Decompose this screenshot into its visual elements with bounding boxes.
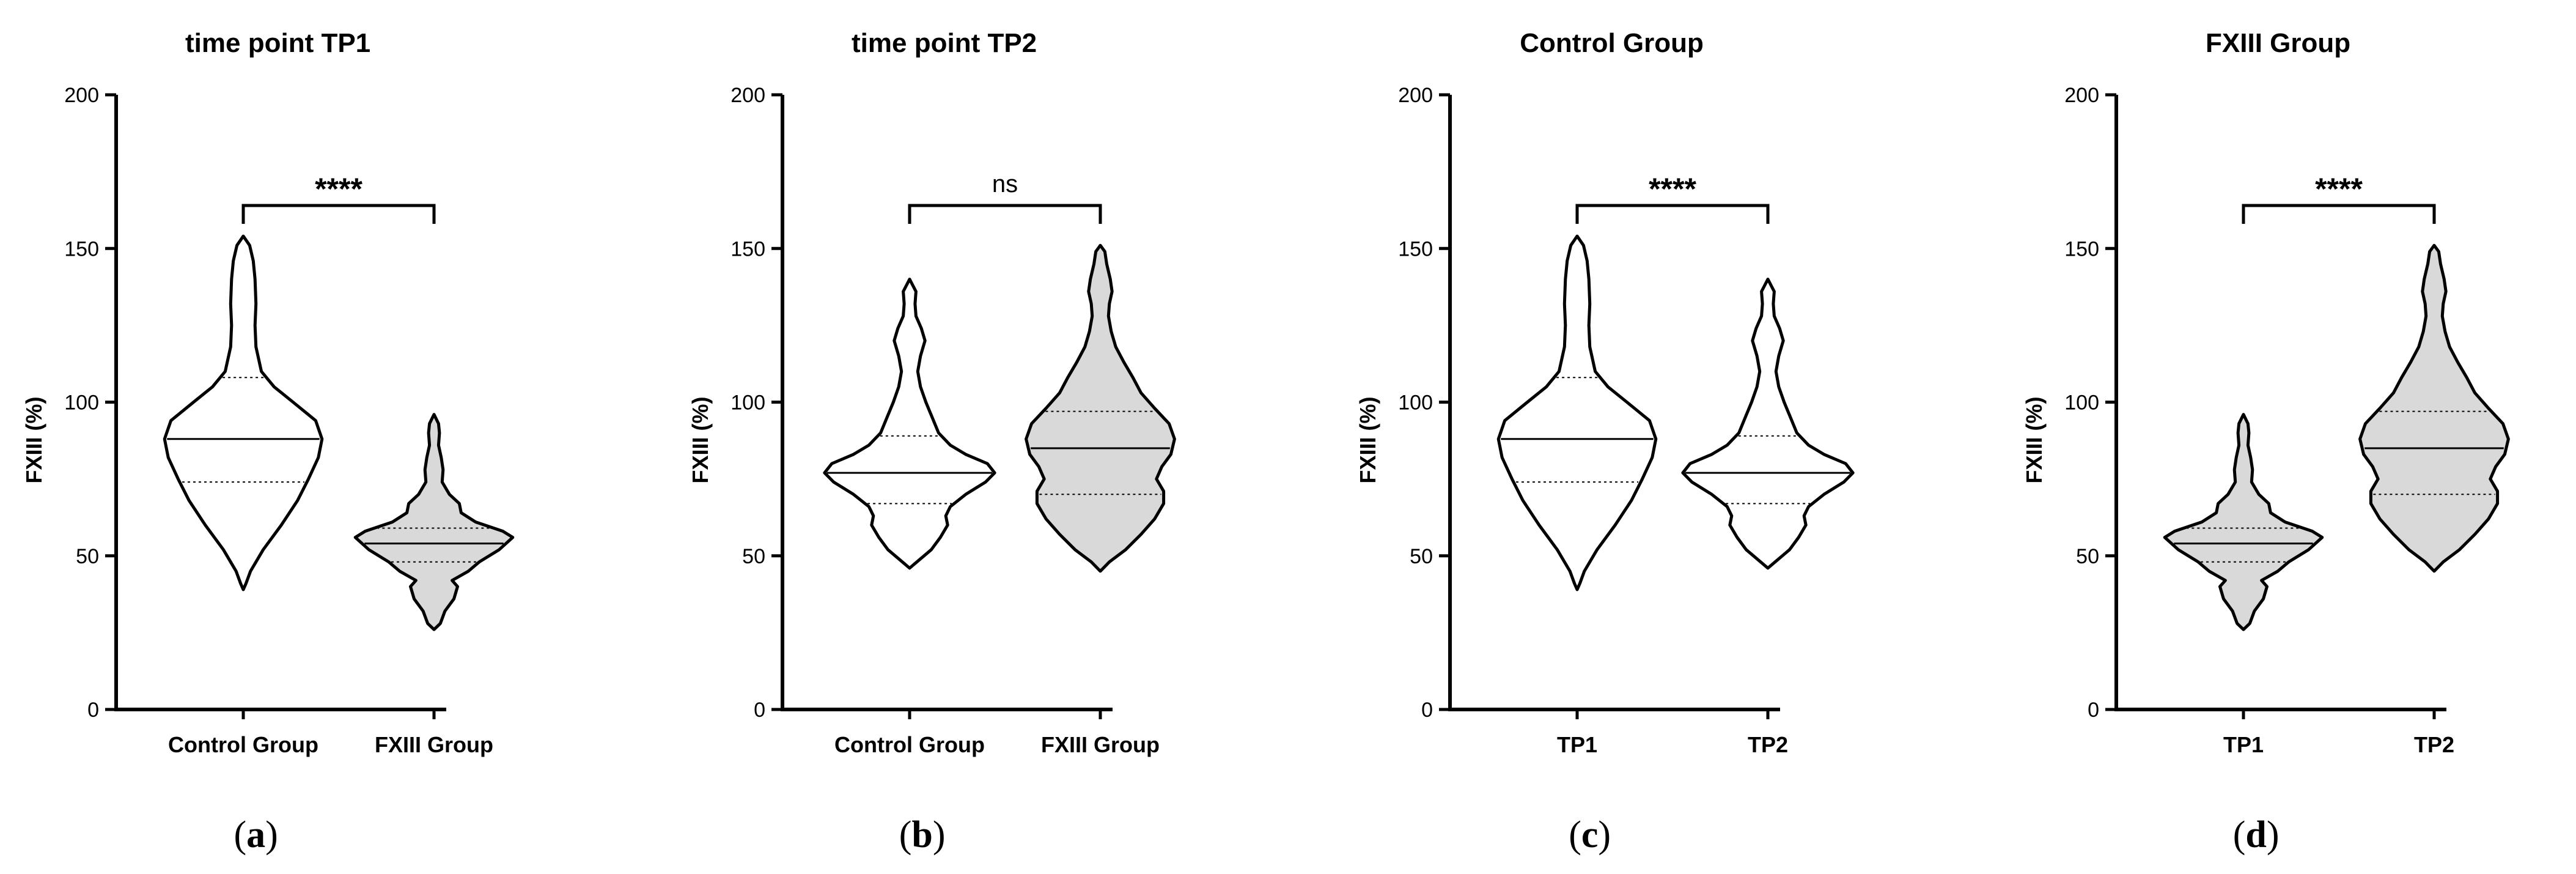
y-tick-label: 0 xyxy=(2088,698,2099,722)
y-axis-label: FXIII (%) xyxy=(21,397,46,484)
y-tick-label: 50 xyxy=(2076,545,2099,568)
y-axis-label: FXIII (%) xyxy=(2022,397,2047,484)
significance-bracket xyxy=(241,204,436,224)
y-tick-label: 150 xyxy=(64,237,99,261)
violin-body xyxy=(1025,243,1176,573)
panel-a: time point TP1 0 50 100 150 200 FXIII (%) Contr… xyxy=(21,28,515,856)
y-tick-label: 0 xyxy=(1421,698,1433,722)
y-tick-label: 150 xyxy=(2064,237,2099,261)
significance-bracket xyxy=(908,204,1102,224)
y-tick-label: 100 xyxy=(2064,391,2099,415)
y-tick-label: 50 xyxy=(742,545,765,568)
y-tick-label: 150 xyxy=(1398,237,1433,261)
panel-letter: (b) xyxy=(899,814,946,856)
panel-letter: (c) xyxy=(1569,814,1611,856)
violin-body xyxy=(1496,234,1658,591)
y-axis-label: FXIII (%) xyxy=(1355,397,1380,484)
x-tick-label: TP2 xyxy=(2414,732,2454,757)
panel-b: time point TP2 0 50 100 150 200 FXIII (%) Contr… xyxy=(688,28,1176,856)
panel-title: time point TP2 xyxy=(852,28,1037,58)
x-tick-label: TP2 xyxy=(1748,732,1788,757)
panel-title: FXIII Group xyxy=(2206,28,2350,58)
y-axis-label: FXIII (%) xyxy=(688,397,713,484)
y-tick-label: 0 xyxy=(87,698,99,722)
x-tick-label: FXIII Group xyxy=(375,732,493,757)
panel-title: Control Group xyxy=(1520,28,1704,58)
significance-label: **** xyxy=(315,172,362,206)
x-tick-label: Control Group xyxy=(834,732,985,757)
significance-label: ns xyxy=(992,171,1018,198)
x-tick-label: TP1 xyxy=(1557,732,1597,757)
panel-letter: (a) xyxy=(234,814,278,856)
y-tick-label: 200 xyxy=(1398,84,1433,107)
panel-letter: (d) xyxy=(2233,814,2280,856)
significance-bracket xyxy=(2242,204,2436,224)
y-tick-label: 100 xyxy=(64,391,99,415)
violin-body xyxy=(823,278,996,570)
panel-c: Control Group 0 50 100 150 200 FXIII (%) TP1 TP2… xyxy=(1355,28,1855,856)
x-tick-label: FXIII Group xyxy=(1041,732,1160,757)
panel-d: FXIII Group 0 50 100 150 200 FXIII (%) TP1 TP2 **… xyxy=(2022,28,2510,856)
panel-title: time point TP1 xyxy=(185,28,370,58)
violin-body xyxy=(353,413,515,631)
y-tick-label: 100 xyxy=(1398,391,1433,415)
violin-body xyxy=(2358,243,2510,573)
y-tick-label: 200 xyxy=(730,84,765,107)
x-tick-label: TP1 xyxy=(2223,732,2264,757)
violin-body xyxy=(163,234,324,591)
y-tick-label: 0 xyxy=(754,698,765,722)
y-tick-label: 50 xyxy=(76,545,99,568)
violin-body xyxy=(2163,413,2324,631)
y-tick-label: 200 xyxy=(64,84,99,107)
y-tick-label: 100 xyxy=(730,391,765,415)
y-tick-label: 50 xyxy=(1410,545,1433,568)
significance-label: **** xyxy=(2315,172,2363,206)
y-tick-label: 200 xyxy=(2064,84,2099,107)
significance-bracket xyxy=(1575,204,1770,224)
significance-label: **** xyxy=(1649,172,1696,206)
x-tick-label: Control Group xyxy=(168,732,318,757)
violin-body xyxy=(1681,278,1855,570)
y-tick-label: 150 xyxy=(730,237,765,261)
